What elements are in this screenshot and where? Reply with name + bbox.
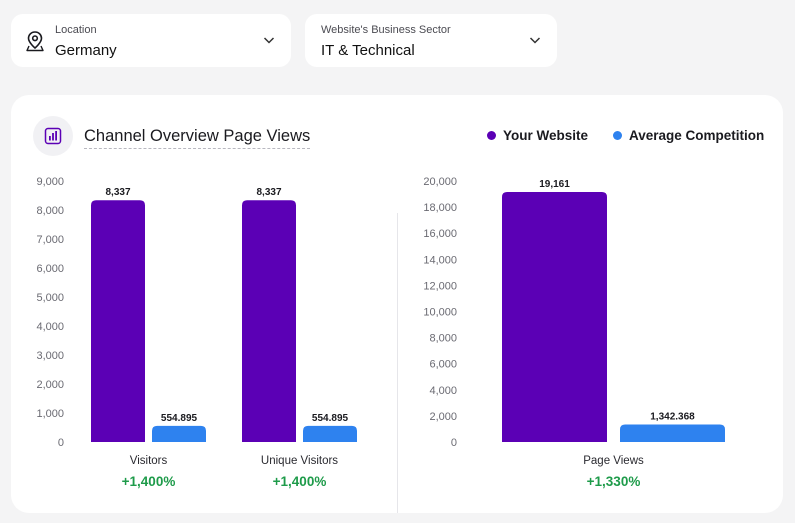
legend-label-average-competition: Average Competition (629, 128, 765, 143)
bar-your-website (91, 200, 145, 442)
y-tick-label: 2,000 (429, 411, 457, 423)
bar-value-label: 8,337 (105, 187, 130, 198)
y-tick-label: 0 (451, 437, 457, 449)
y-tick-label: 4,000 (36, 321, 64, 333)
y-tick-label: 7,000 (36, 234, 64, 246)
business-sector-dropdown[interactable]: Website's Business Sector IT & Technical (305, 14, 557, 67)
bar-value-label: 554.895 (312, 413, 349, 424)
y-tick-label: 3,000 (36, 350, 64, 362)
category-label: Visitors (130, 455, 168, 467)
y-tick-label: 1,000 (36, 408, 64, 420)
bar-your-website (502, 191, 607, 442)
y-tick-label: 0 (58, 437, 64, 449)
bar-value-label: 1,342.368 (650, 411, 695, 422)
y-tick-label: 8,000 (429, 333, 457, 345)
y-tick-label: 6,000 (429, 359, 457, 371)
chevron-down-icon (529, 37, 541, 44)
location-dropdown[interactable]: Location Germany (11, 14, 291, 67)
y-tick-label: 6,000 (36, 263, 64, 275)
location-label: Location (55, 24, 97, 36)
y-tick-label: 12,000 (423, 280, 457, 292)
legend-your-website: Your Website (487, 128, 588, 143)
sector-value: IT & Technical (321, 42, 415, 59)
growth-percentage: +1,400% (273, 474, 327, 489)
y-tick-label: 9,000 (36, 176, 64, 188)
bar-value-label: 8,337 (256, 187, 281, 198)
y-tick-label: 5,000 (36, 292, 64, 304)
sector-label: Website's Business Sector (321, 24, 451, 36)
growth-percentage: +1,400% (122, 474, 176, 489)
y-tick-label: 2,000 (36, 379, 64, 391)
legend-average-competition: Average Competition (613, 128, 764, 143)
legend-dot-average-competition (613, 131, 622, 140)
bar-average-competition (620, 424, 725, 442)
channel-overview-card: Channel Overview Page Views Your Website… (11, 95, 783, 513)
legend-dot-your-website (487, 131, 496, 140)
bar-value-label: 19,161 (539, 179, 570, 190)
growth-percentage: +1,330% (587, 474, 641, 489)
y-tick-label: 10,000 (423, 307, 457, 319)
location-value: Germany (55, 42, 117, 59)
bar-value-label: 554.895 (161, 413, 198, 424)
y-tick-label: 14,000 (423, 254, 457, 266)
chart-divider (397, 213, 398, 513)
category-label: Page Views (583, 455, 644, 467)
y-tick-label: 18,000 (423, 202, 457, 214)
bar-average-competition (152, 425, 206, 442)
chevron-down-icon (263, 37, 275, 44)
bar-average-competition (303, 425, 357, 442)
y-tick-label: 8,000 (36, 205, 64, 217)
y-tick-label: 16,000 (423, 228, 457, 240)
y-tick-label: 20,000 (423, 176, 457, 188)
y-tick-label: 4,000 (429, 385, 457, 397)
bar-your-website (242, 200, 296, 442)
category-label: Unique Visitors (261, 455, 338, 467)
bar-chart-icon (33, 116, 73, 156)
card-title: Channel Overview Page Views (84, 126, 311, 149)
location-pin-icon (26, 31, 44, 52)
legend-label-your-website: Your Website (503, 128, 589, 143)
